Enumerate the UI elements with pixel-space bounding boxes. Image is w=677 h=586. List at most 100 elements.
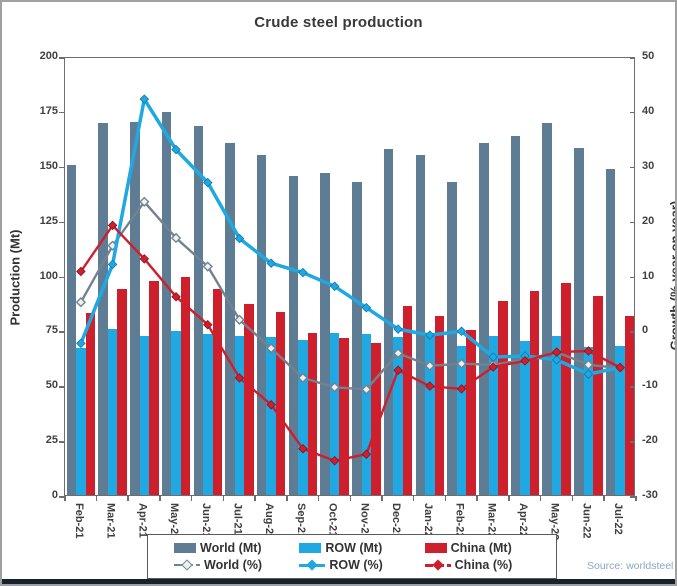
legend-label: ROW (%)	[329, 558, 383, 572]
marker-diamond-icon	[361, 302, 372, 313]
marker-diamond-icon	[266, 400, 276, 410]
right-axis-tick-label: -20	[642, 434, 658, 447]
x-axis-tick	[64, 496, 66, 501]
right-axis-tick-label: 10	[642, 269, 655, 282]
bar-china-mt-sep-21	[307, 333, 318, 495]
x-axis-label-jun-21: Jun-21	[199, 503, 212, 539]
marker-diamond-icon	[329, 456, 340, 466]
left-axis-tick-label: 50	[45, 379, 58, 392]
bar-row-mt-aug-21	[266, 336, 276, 495]
marker-diamond-icon	[266, 343, 277, 354]
left-axis-tick-label: 25	[45, 434, 58, 447]
marker-diamond-icon	[107, 220, 118, 231]
right-axis-tick-label: 40	[642, 104, 655, 117]
marker-diamond-icon	[583, 369, 594, 379]
bar-world-mt-jun-21	[193, 126, 203, 495]
bar-china-mt-jan-22	[434, 315, 445, 495]
bar-row-mt-jan-22	[425, 334, 435, 495]
left-axis-tick-label: 125	[39, 214, 58, 227]
left-axis-tick-label: 100	[39, 269, 58, 282]
x-axis-tick	[349, 496, 351, 501]
bar-world-mt-nov-21	[352, 182, 362, 495]
bar-row-mt-jun-22	[583, 346, 594, 495]
bar-world-mt-jun-22	[574, 147, 584, 495]
bar-row-mt-feb-21	[76, 347, 86, 495]
bar-row-mt-dec-21	[393, 336, 403, 495]
bar-china-mt-nov-21	[371, 342, 381, 495]
bar-china-mt-oct-21	[339, 337, 349, 495]
marker-diamond-icon	[297, 372, 309, 384]
marker-diamond-icon	[170, 232, 182, 244]
china-mt-swatch-icon	[424, 543, 447, 553]
bar-world-mt-feb-21	[66, 164, 77, 495]
x-axis-label-nov-21: Nov-21	[358, 503, 371, 540]
bar-world-mt-jul-22	[605, 169, 616, 495]
bar-row-mt-jun-21	[203, 333, 213, 495]
bar-world-mt-apr-22	[510, 136, 521, 495]
legend-item-world-mt: World (Mt)	[174, 541, 299, 555]
marker-diamond-icon	[107, 259, 118, 270]
marker-diamond-icon	[424, 360, 435, 372]
source-credit: Source: worldsteel	[587, 560, 674, 572]
right-axis-tick	[630, 57, 635, 59]
marker-diamond-icon	[361, 449, 372, 459]
marker-diamond-icon	[75, 297, 87, 308]
x-axis-tick	[539, 496, 542, 501]
bar-world-mt-aug-21	[256, 154, 267, 495]
legend-item-row-pct: ROW (%)	[299, 558, 424, 572]
marker-diamond-icon	[456, 358, 467, 369]
marker-diamond-icon	[139, 196, 150, 207]
right-axis-tick	[630, 441, 635, 443]
x-axis-label-mar-21: Mar-21	[104, 503, 117, 539]
left-axis-tick-label: 0	[51, 489, 58, 501]
plot-area	[64, 57, 635, 496]
bar-world-mt-jul-21	[225, 142, 235, 495]
x-axis-label-aug-21: Aug-21	[263, 503, 276, 541]
marker-diamond-icon	[139, 94, 150, 104]
legend-label: China (%)	[454, 558, 513, 572]
right-axis-tick-label: 0	[642, 324, 649, 337]
left-axis-tick	[59, 331, 64, 333]
right-axis-tick	[630, 166, 635, 169]
x-axis-label-jan-22: Jan-22	[421, 503, 434, 538]
marker-diamond-icon	[298, 443, 308, 454]
marker-diamond-icon	[171, 291, 181, 302]
x-axis-label-apr-22: Apr-22	[517, 503, 529, 538]
marker-diamond-icon	[520, 356, 530, 366]
x-axis-label-apr-21: Apr-21	[136, 503, 149, 538]
x-axis-tick	[317, 496, 320, 501]
x-axis-tick	[508, 496, 510, 501]
right-axis-tick-label: 50	[642, 50, 655, 62]
x-axis-tick	[476, 496, 478, 501]
world-mt-swatch-icon	[174, 543, 196, 553]
left-axis-tick	[59, 111, 64, 114]
chart-title: Crude steel production	[254, 14, 423, 31]
x-axis-tick	[222, 496, 225, 501]
marker-diamond-icon	[425, 330, 435, 340]
right-axis-tick-label: -30	[642, 489, 658, 501]
right-axis-tick	[630, 386, 635, 388]
marker-diamond-icon	[392, 348, 404, 359]
bar-world-mt-sep-21	[288, 175, 299, 495]
bar-china-mt-feb-21	[85, 312, 96, 495]
bar-world-mt-feb-22	[447, 181, 457, 495]
line-china	[79, 224, 621, 462]
left-axis-tick-label: 200	[39, 50, 58, 62]
marker-diamond-icon	[329, 382, 340, 393]
row-mt-swatch-icon	[299, 543, 322, 553]
marker-diamond-icon	[76, 338, 86, 349]
right-axis-tick-label: -10	[642, 379, 658, 392]
bar-china-mt-dec-21	[402, 305, 413, 495]
bar-china-mt-mar-22	[498, 301, 508, 495]
bar-china-mt-jul-21	[244, 304, 254, 495]
marker-diamond-icon	[456, 326, 467, 337]
x-axis-label-jul-21: Jul-21	[231, 503, 244, 535]
x-axis-tick	[412, 496, 415, 501]
bar-china-mt-may-21	[180, 276, 191, 495]
legend-item-china-pct: China (%)	[424, 558, 550, 572]
bottom-accent-strip	[2, 579, 675, 584]
legend-label: ROW (Mt)	[325, 541, 383, 555]
x-axis-tick	[95, 496, 98, 501]
x-axis-tick	[127, 496, 129, 501]
